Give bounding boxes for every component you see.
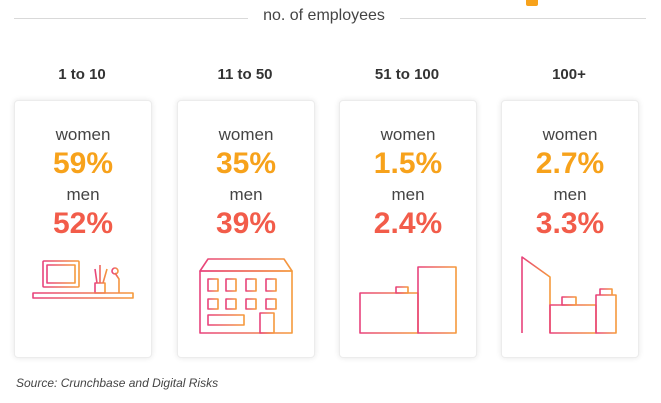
women-label: women [542, 125, 598, 144]
heading-rule-right [400, 18, 646, 19]
women-label: women [55, 125, 111, 144]
men-percentage: 2.4% [373, 207, 443, 240]
stat-card-1-to-10: women 59% men 52% [14, 100, 152, 358]
group-label-4: 100+ [552, 66, 586, 83]
women-percentage: 2.7% [535, 147, 605, 180]
office-buildings-icon [359, 259, 457, 334]
men-percentage: 52% [52, 207, 114, 240]
men-label: men [229, 185, 263, 204]
women-label: women [218, 125, 274, 144]
women-label: women [380, 125, 436, 144]
stat-card-51-to-100: women 1.5% men 2.4% [339, 100, 477, 358]
men-label: men [553, 185, 587, 204]
group-label-2: 11 to 50 [217, 66, 273, 83]
women-percentage: 59% [52, 147, 114, 180]
skyscrapers-icon [521, 256, 617, 334]
desk-computer-icon [32, 260, 134, 333]
small-building-icon [199, 258, 293, 334]
heading-text: no. of employees [263, 7, 385, 24]
women-percentage: 35% [215, 147, 277, 180]
men-percentage: 3.3% [535, 207, 605, 240]
stat-card-100-plus: women 2.7% men 3.3% [501, 100, 639, 358]
stat-card-11-to-50: women 35% men 39% [177, 100, 315, 358]
group-label-3: 51 to 100 [374, 66, 440, 83]
men-percentage: 39% [215, 207, 277, 240]
chart-heading: no. of employees [0, 7, 661, 31]
top-accent-mark [526, 0, 538, 6]
men-label: men [391, 185, 425, 204]
heading-rule-left [14, 18, 248, 19]
men-label: men [66, 185, 100, 204]
women-percentage: 1.5% [373, 147, 443, 180]
group-label-1: 1 to 10 [58, 66, 106, 83]
source-caption: Source: Crunchbase and Digital Risks [16, 376, 219, 390]
